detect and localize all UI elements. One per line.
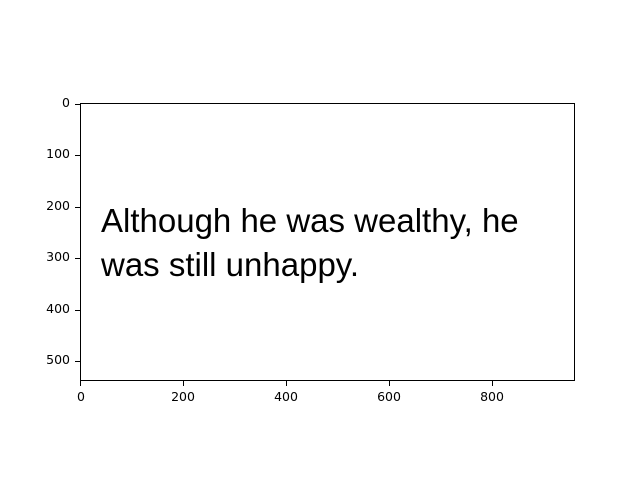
y-tick-mark [75,155,80,156]
y-tick-mark [75,207,80,208]
x-tick-label: 800 [480,389,504,404]
image-axes [80,103,575,381]
x-tick-label: 200 [171,389,195,404]
x-tick-label: 600 [377,389,401,404]
y-tick-label: 100 [46,146,70,161]
y-tick-mark [75,258,80,259]
caption-line-1: Although he was wealthy, he [101,202,519,239]
y-tick-label: 200 [46,198,70,213]
y-tick-label: 300 [46,249,70,264]
x-tick-mark [183,381,184,386]
y-tick-label: 0 [62,95,70,110]
x-tick-label: 400 [274,389,298,404]
y-tick-mark [75,361,80,362]
x-tick-mark [80,381,81,386]
x-tick-label: 0 [77,389,85,404]
caption-line-2: was still unhappy. [101,246,360,283]
x-tick-mark [492,381,493,386]
y-tick-mark [75,310,80,311]
y-tick-label: 500 [46,352,70,367]
x-tick-mark [286,381,287,386]
y-tick-label: 400 [46,301,70,316]
x-tick-mark [389,381,390,386]
y-tick-mark [75,104,80,105]
